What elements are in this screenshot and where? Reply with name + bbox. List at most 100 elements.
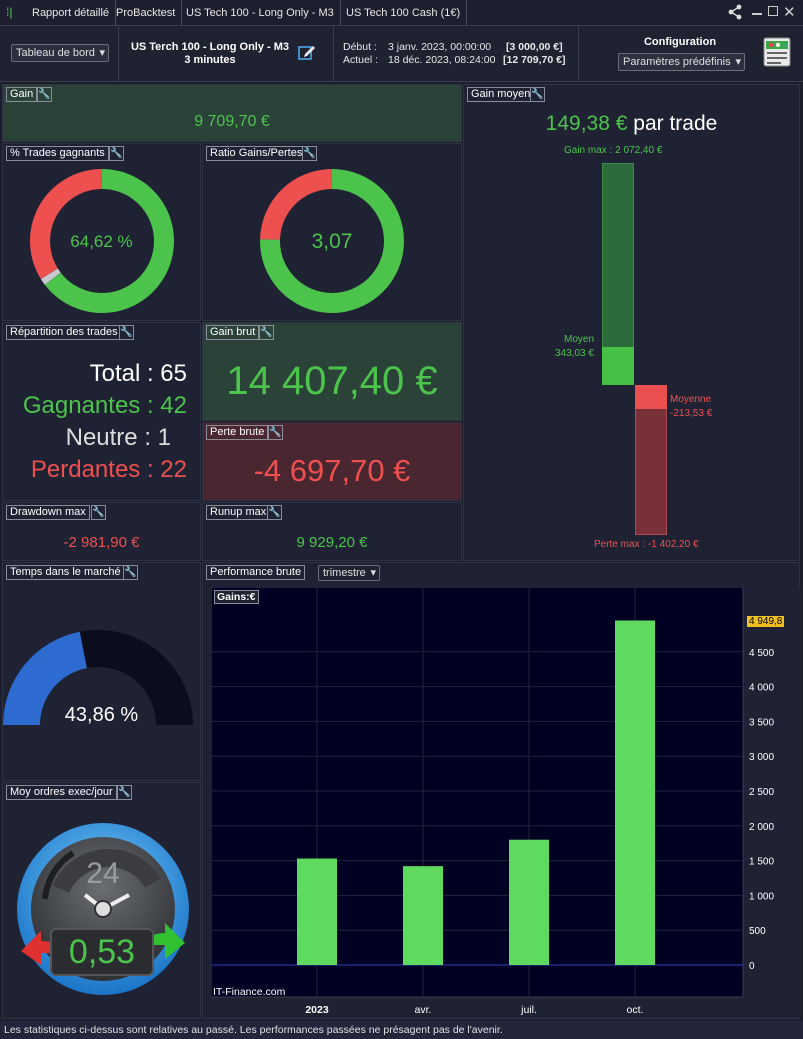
chart-title-box: Gains:€ xyxy=(214,590,259,604)
repartition-wrench-icon[interactable]: 🔧 xyxy=(119,325,134,340)
temps-title: Temps dans le marché xyxy=(6,565,125,580)
config-select[interactable]: Paramètres prédéfinis xyxy=(618,53,745,71)
donut-win-segment xyxy=(44,169,175,313)
neutre-count: Neutre : 1 xyxy=(65,424,171,451)
ratio-donut xyxy=(260,169,404,313)
share-icon[interactable] xyxy=(727,4,743,25)
bar-avr.[interactable] xyxy=(403,866,443,965)
tab-instrument[interactable]: US Tech 100 Cash (1€) xyxy=(340,0,468,26)
perte-max-bar xyxy=(635,385,667,535)
gain-max-label: Gain max : 2 072,40 € xyxy=(564,145,663,156)
config-settings-icon[interactable] xyxy=(763,36,793,73)
repartition-title: Répartition des trades xyxy=(6,325,122,340)
runup-title: Runup max xyxy=(206,505,271,520)
x-tick-label: oct. xyxy=(627,1004,644,1016)
gain-wrench-icon[interactable]: 🔧 xyxy=(37,87,52,102)
bar-2023[interactable] xyxy=(297,858,337,965)
runup-wrench-icon[interactable]: 🔧 xyxy=(267,505,282,520)
y-tick-label: 4 500 xyxy=(749,648,774,659)
bar-juil.[interactable] xyxy=(509,839,549,965)
y-tick-label: 3 500 xyxy=(749,717,774,728)
y-tick-label: 1 500 xyxy=(749,857,774,868)
y-tick-label: 500 xyxy=(749,926,766,937)
maximize-icon[interactable] xyxy=(768,6,778,16)
avg-loss-bar xyxy=(635,385,667,409)
tab-rapport-detaille[interactable]: Rapport détaillé xyxy=(26,0,117,26)
clock-number: 24 xyxy=(86,857,119,890)
win-rate-donut xyxy=(30,169,175,313)
perdantes-count: Perdantes : 22 xyxy=(30,456,187,483)
perte-brute-value: -4 697,70 € xyxy=(253,453,411,488)
disclaimer: Les statistiques ci-dessus sont relative… xyxy=(0,1021,803,1039)
gain-brut-title: Gain brut xyxy=(206,325,260,340)
win-rate-value: 64,62 % xyxy=(70,232,133,251)
x-tick-label: 2023 xyxy=(305,1004,329,1016)
temps-wrench-icon[interactable]: 🔧 xyxy=(123,565,138,580)
close-icon[interactable]: ✕ xyxy=(783,4,796,21)
chart-logo-icon: ⁞| xyxy=(6,5,13,19)
strategy-name: US Terch 100 - Long Only - M3 xyxy=(130,41,290,53)
last-value-tag: 4 949,8 xyxy=(747,616,785,627)
perte-brute-wrench-icon[interactable]: 🔧 xyxy=(268,425,283,440)
gauge-fill xyxy=(3,631,87,725)
current-capital: [12 709,70 €] xyxy=(503,54,566,66)
performance-panel: Performance brute trimestre 0 500 1 000 1 5… xyxy=(202,562,801,1019)
moy-ordres-box xyxy=(50,928,154,976)
temps-value: 43,86 % xyxy=(64,704,139,726)
moy-ordres-wrench-icon[interactable]: 🔧 xyxy=(117,785,132,800)
moy-ordres-title: Moy ordres exec/jour xyxy=(6,785,117,800)
performance-chart: 0 500 1 000 1 500 2 000 2 500 3 000 3 500 4 000 4… xyxy=(211,587,801,1017)
x-tick-label: avr. xyxy=(415,1004,432,1016)
ratio-value: 3,07 xyxy=(311,230,353,253)
current-label: Actuel : xyxy=(343,54,379,66)
y-tick-label: 3 000 xyxy=(749,752,774,763)
moyen-label: Moyen xyxy=(564,334,595,345)
gain-value: 9 709,70 € xyxy=(194,113,270,130)
timeframe-label: 3 minutes xyxy=(184,54,236,66)
temps-panel: Temps dans le marché 🔧 43,86 % xyxy=(2,562,201,781)
bar-oct.[interactable] xyxy=(615,620,655,965)
ratio-title: Ratio Gains/Pertes xyxy=(206,146,307,161)
gain-brut-panel: Gain brut 🔧 14 407,40 € xyxy=(202,322,462,421)
gain-moyen-wrench-icon[interactable]: 🔧 xyxy=(530,87,545,102)
moyenne-label: Moyenne xyxy=(670,394,712,405)
donut-loss-segment xyxy=(260,169,332,240)
config-title: Configuration xyxy=(643,36,717,48)
y-tick-label: 1 000 xyxy=(749,891,774,902)
gain-moyen-panel: Gain moyen 🔧 149,38 € par trade Gain max… xyxy=(463,84,800,561)
win-rate-wrench-icon[interactable]: 🔧 xyxy=(109,146,124,161)
donut-neutral-segment xyxy=(40,268,61,285)
minimize-icon[interactable] xyxy=(752,13,762,15)
drawdown-wrench-icon[interactable]: 🔧 xyxy=(91,505,106,520)
period-select[interactable]: trimestre xyxy=(318,565,380,581)
moyen-value: 343,03 € xyxy=(555,348,594,359)
view-select[interactable]: Tableau de bord xyxy=(11,44,109,62)
edit-icon[interactable] xyxy=(298,43,316,66)
gain-panel: Gain 🔧 9 709,70 € xyxy=(2,84,462,142)
gagnantes-count: Gagnantes : 42 xyxy=(22,392,187,419)
performance-title: Performance brute xyxy=(206,565,306,580)
avg-gain-bar xyxy=(602,347,634,385)
perte-brute-panel: Perte brute 🔧 -4 697,70 € xyxy=(202,422,462,501)
start-date: 3 janv. 2023, 00:00:00 xyxy=(388,41,492,53)
gain-moyen-amount: 149,38 € xyxy=(545,112,628,135)
report-header: Tableau de bord US Terch 100 - Long Only… xyxy=(0,26,803,82)
y-tick-label: 2 000 xyxy=(749,822,774,833)
current-date: 18 déc. 2023, 08:24:00 xyxy=(388,54,496,66)
win-rate-title: % Trades gagnants xyxy=(6,146,109,161)
ratio-wrench-icon[interactable]: 🔧 xyxy=(302,146,317,161)
title-bar: ⁞| Rapport détaillé ProBacktest US Tech … xyxy=(0,0,803,26)
tab-probacktest[interactable]: ProBacktest xyxy=(110,0,183,26)
y-tick-label: 4 000 xyxy=(749,683,774,694)
y-tick-label: 0 xyxy=(749,961,755,972)
gain-brut-value: 14 407,40 € xyxy=(226,359,438,403)
moy-ordres-panel: Moy ordres exec/jour 🔧 24 0,53 xyxy=(2,782,201,1019)
start-label: Début : xyxy=(343,41,377,53)
drawdown-value: -2 981,90 € xyxy=(63,534,140,551)
gain-brut-wrench-icon[interactable]: 🔧 xyxy=(259,325,274,340)
perte-max-label: Perte max : -1 402,20 € xyxy=(594,539,699,550)
tab-strategy[interactable]: US Tech 100 - Long Only - M3 xyxy=(180,0,341,26)
gain-title: Gain xyxy=(6,87,38,102)
clock-icon: 24 xyxy=(17,823,189,995)
moy-ordres-value: 0,53 xyxy=(68,933,136,971)
